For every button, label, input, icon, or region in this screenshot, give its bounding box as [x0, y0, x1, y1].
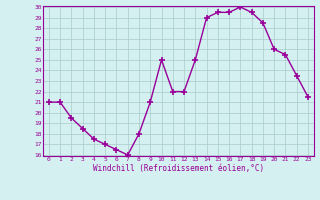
X-axis label: Windchill (Refroidissement éolien,°C): Windchill (Refroidissement éolien,°C) [93, 164, 264, 173]
